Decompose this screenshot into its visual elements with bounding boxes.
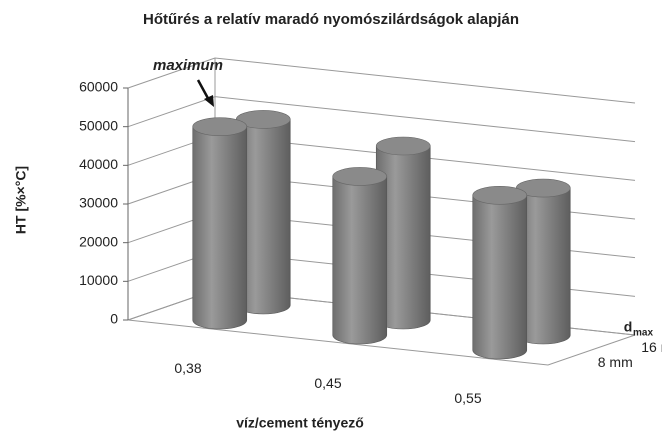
cylinder-top [472, 186, 528, 205]
y-tick-label: 30000 [79, 195, 118, 211]
y-axis-title: HT [%×°C] [13, 166, 29, 234]
x-axis-title: víz/cement tényező [236, 415, 364, 431]
legend-label: 8 mm [598, 354, 633, 370]
annotation-arrowhead [204, 95, 214, 107]
z-axis-title: d [624, 319, 633, 335]
legend-label: 16 mm [641, 339, 662, 355]
x-tick-label: 0,45 [314, 375, 341, 391]
cylinder-top [192, 117, 248, 136]
y-tick-label: 10000 [79, 272, 118, 288]
cylinder [192, 126, 248, 330]
cylinder-top [375, 136, 431, 156]
y-tick-label: 0 [110, 311, 118, 327]
cylinder [332, 176, 388, 345]
y-tick-label: 50000 [79, 117, 118, 133]
annotation: maximum [153, 57, 223, 74]
y-tick-label: 40000 [79, 156, 118, 172]
y-tick-label: 20000 [79, 233, 118, 249]
x-tick-label: 0,55 [454, 390, 481, 406]
x-tick-label: 0,38 [174, 360, 201, 376]
chart-title: Hőtűrés a relatív maradó nyomószilárdság… [143, 11, 519, 28]
cylinder-top [332, 167, 388, 186]
y-tick-label: 60000 [79, 79, 118, 95]
z-axis-subscript: max [633, 328, 653, 339]
cylinder [472, 195, 528, 360]
